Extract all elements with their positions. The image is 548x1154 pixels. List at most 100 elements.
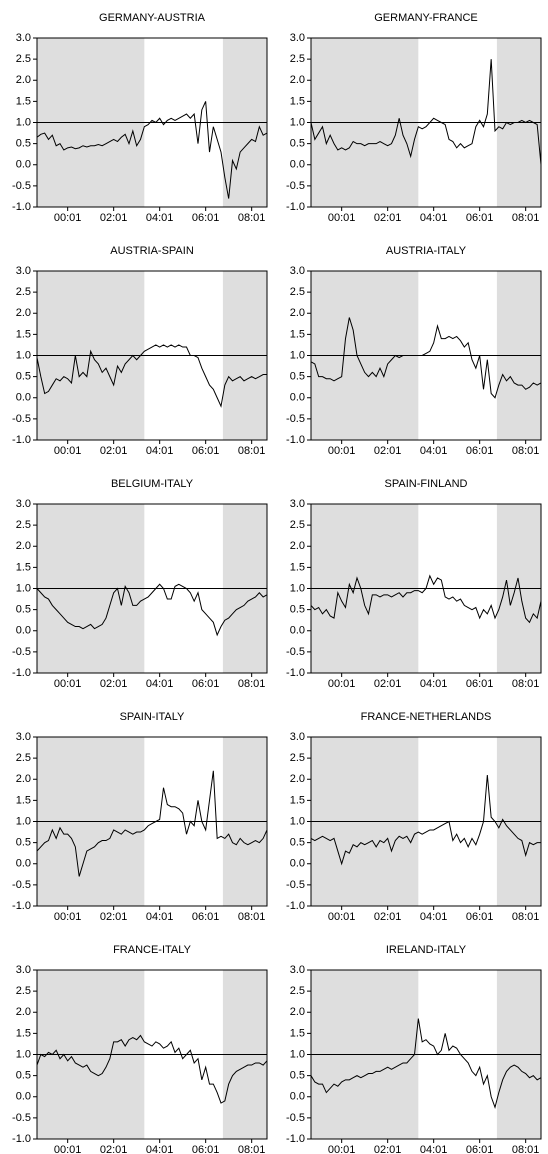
y-tick-label: 1.0 — [16, 1048, 31, 1060]
x-tick-label: 06:01 — [466, 911, 494, 923]
chart-title: IRELAND-ITALY — [386, 944, 467, 956]
x-tick-label: 02:01 — [374, 678, 402, 690]
y-tick-label: 0.5 — [290, 837, 305, 849]
data-line — [310, 574, 542, 624]
y-tick-label: 2.5 — [290, 53, 305, 65]
x-tick-label: 04:01 — [146, 212, 174, 224]
x-tick-label: 06:01 — [466, 678, 494, 690]
x-tick-label: 08:01 — [512, 911, 540, 923]
data-line — [310, 774, 541, 866]
x-tick-label: 08:01 — [238, 445, 266, 457]
y-tick-label: 3.0 — [290, 964, 305, 976]
y-tick-label: 3.0 — [290, 498, 305, 510]
chart-title: SPAIN-FINLAND — [385, 478, 468, 490]
y-tick-label: 2.5 — [16, 752, 31, 764]
y-tick-label: 3.0 — [16, 32, 31, 44]
y-tick-label: -0.5 — [286, 646, 305, 658]
x-tick-label: 00:01 — [328, 911, 356, 923]
y-tick-label: 2.5 — [16, 519, 31, 531]
y-tick-label: 0.0 — [290, 392, 305, 404]
y-tick-label: -1.0 — [286, 434, 305, 446]
y-tick-label: 1.0 — [290, 349, 305, 361]
y-tick-label: 0.5 — [16, 138, 31, 150]
y-tick-label: -1.0 — [12, 900, 31, 912]
y-tick-label: -0.5 — [12, 879, 31, 891]
y-tick-label: 1.0 — [290, 582, 305, 594]
y-tick-label: -1.0 — [286, 900, 305, 912]
y-tick-label: -1.0 — [286, 1133, 305, 1145]
chart-title: SPAIN-ITALY — [120, 711, 185, 723]
data-line — [310, 59, 542, 165]
y-tick-label: 1.0 — [16, 349, 31, 361]
plot-frame — [36, 270, 268, 441]
chart-title: GERMANY-AUSTRIA — [99, 12, 206, 24]
plot-frame — [36, 736, 268, 907]
x-tick-label: 08:01 — [512, 1144, 540, 1154]
x-tick-label: 00:01 — [54, 445, 82, 457]
x-tick-label: 08:01 — [238, 678, 266, 690]
y-tick-label: 1.0 — [290, 116, 305, 128]
y-tick-label: 0.5 — [290, 1070, 305, 1082]
y-tick-label: 2.5 — [16, 286, 31, 298]
y-tick-label: 2.5 — [290, 752, 305, 764]
chart-title: BELGIUM-ITALY — [111, 478, 194, 490]
x-tick-label: 04:01 — [146, 678, 174, 690]
plot-frame — [310, 503, 542, 674]
x-tick-label: 04:01 — [146, 1144, 174, 1154]
y-tick-label: 0.0 — [16, 1091, 31, 1103]
chart-title: AUSTRIA-ITALY — [386, 245, 467, 257]
x-tick-label: 00:01 — [54, 678, 82, 690]
y-tick-label: 1.5 — [290, 561, 305, 573]
x-tick-label: 02:01 — [100, 445, 128, 457]
y-tick-label: 0.5 — [290, 604, 305, 616]
plot-frame — [310, 736, 542, 907]
y-tick-label: 0.0 — [290, 1091, 305, 1103]
x-tick-label: 02:01 — [100, 911, 128, 923]
data-line — [36, 1034, 268, 1104]
x-tick-label: 06:01 — [192, 212, 220, 224]
x-tick-label: 02:01 — [374, 911, 402, 923]
x-tick-label: 04:01 — [146, 911, 174, 923]
data-line — [36, 344, 267, 408]
x-tick-label: 04:01 — [146, 445, 174, 457]
y-tick-label: 2.0 — [16, 74, 31, 86]
x-tick-label: 08:01 — [238, 1144, 266, 1154]
y-tick-label: 2.0 — [290, 307, 305, 319]
y-tick-label: -1.0 — [286, 667, 305, 679]
x-tick-label: 00:01 — [54, 212, 82, 224]
plot-frame — [36, 503, 268, 674]
y-tick-label: 1.0 — [16, 116, 31, 128]
y-tick-label: -1.0 — [12, 434, 31, 446]
y-tick-label: 2.0 — [290, 74, 305, 86]
y-tick-label: -1.0 — [12, 667, 31, 679]
y-tick-label: -0.5 — [286, 1112, 305, 1124]
plot-frame — [36, 37, 268, 208]
y-tick-label: 3.0 — [290, 731, 305, 743]
data-line — [36, 101, 268, 199]
y-tick-label: 0.5 — [290, 371, 305, 383]
y-tick-label: 2.0 — [16, 773, 31, 785]
y-tick-label: 0.0 — [16, 625, 31, 637]
x-tick-label: 08:01 — [238, 212, 266, 224]
y-tick-label: -0.5 — [12, 646, 31, 658]
y-tick-label: 1.5 — [16, 561, 31, 573]
y-tick-label: 3.0 — [16, 964, 31, 976]
y-tick-label: 2.5 — [290, 985, 305, 997]
y-tick-label: -0.5 — [286, 180, 305, 192]
data-line — [36, 770, 268, 877]
y-tick-label: 1.0 — [16, 815, 31, 827]
data-line — [310, 1018, 542, 1109]
x-tick-label: 00:01 — [328, 1144, 356, 1154]
y-tick-label: -0.5 — [12, 1112, 31, 1124]
y-tick-label: 0.0 — [290, 159, 305, 171]
x-tick-label: 04:01 — [420, 445, 448, 457]
x-tick-label: 04:01 — [420, 911, 448, 923]
y-tick-label: 3.0 — [16, 731, 31, 743]
chart-title: GERMANY-FRANCE — [374, 12, 478, 24]
x-tick-label: 00:01 — [328, 212, 356, 224]
x-tick-label: 06:01 — [192, 1144, 220, 1154]
x-tick-label: 00:01 — [54, 1144, 82, 1154]
y-tick-label: -0.5 — [286, 879, 305, 891]
y-tick-label: -0.5 — [12, 413, 31, 425]
